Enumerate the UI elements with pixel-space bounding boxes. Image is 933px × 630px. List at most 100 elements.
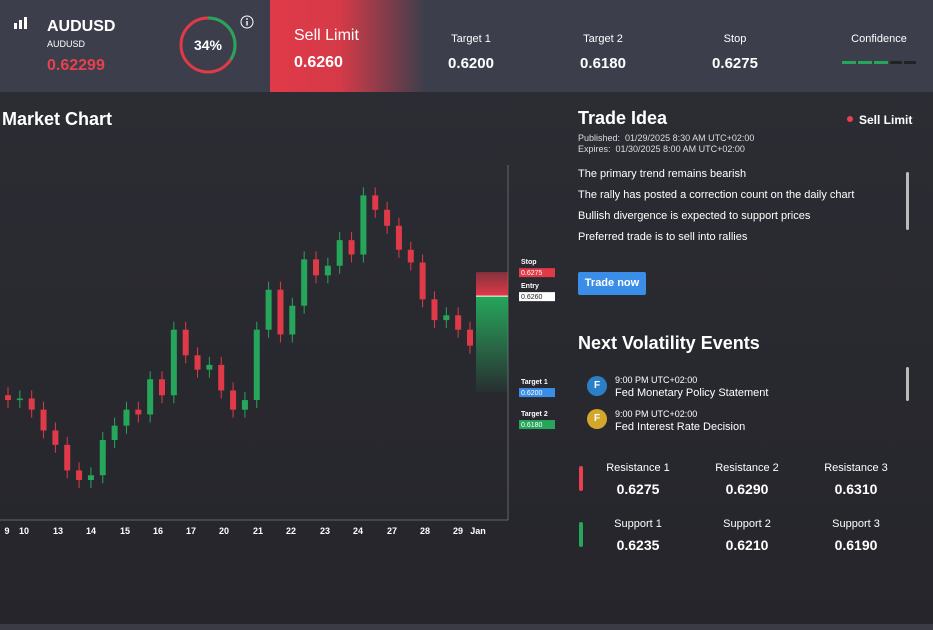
- market-chart: 9 10 13 14 15 16 17 20 21 22 23 24 27 28 29 Jan Stop 0.62…: [0, 165, 555, 536]
- candle-body: [159, 379, 165, 396]
- x-tick-label: 21: [253, 526, 263, 536]
- badge-dot: [847, 116, 853, 122]
- level-value: 0.6210: [725, 537, 769, 553]
- candle-body: [372, 195, 379, 210]
- candle-body: [206, 364, 213, 370]
- level-name: Target 2: [521, 411, 548, 418]
- x-tick-label: 9: [4, 526, 9, 536]
- chart-title: Market Chart: [2, 109, 113, 129]
- event-time: 9:00 PM UTC+02:00: [615, 409, 698, 419]
- candle-body: [99, 440, 106, 476]
- resistance-bar: [579, 466, 583, 491]
- candle-body: [455, 315, 462, 330]
- x-tick-label: 10: [19, 526, 29, 536]
- scrollbar[interactable]: [906, 172, 909, 230]
- gauge: 34%: [179, 16, 237, 74]
- x-tick-label: 20: [219, 526, 229, 536]
- x-tick-label: Jan: [470, 526, 486, 536]
- entry: 0.6260: [294, 54, 343, 71]
- order-highlight: [270, 0, 425, 92]
- info-icon[interactable]: [240, 15, 254, 29]
- candle-body: [5, 395, 11, 401]
- candle-body: [135, 409, 142, 415]
- event-time: 9:00 PM UTC+02:00: [615, 375, 698, 385]
- point: Preferred trade is to sell into rallies: [578, 231, 748, 243]
- level-label: Resistance 3: [824, 462, 888, 474]
- level-value: 0.6275: [521, 270, 543, 277]
- x-tick-label: 27: [387, 526, 397, 536]
- candle-body: [241, 400, 248, 410]
- candle-body: [384, 209, 391, 226]
- level-value: 0.6275: [616, 481, 660, 497]
- price: 0.62299: [47, 57, 105, 74]
- x-tick-label: 17: [186, 526, 196, 536]
- level-box: [519, 268, 555, 278]
- candle-body: [277, 289, 284, 335]
- volatility-title: Next Volatility Events: [578, 333, 760, 353]
- level-label: Support 2: [723, 518, 771, 530]
- candle-body: [289, 305, 296, 335]
- event-name: Fed Interest Rate Decision: [615, 421, 746, 431]
- candle-body: [64, 444, 71, 471]
- x-tick-label: 13: [53, 526, 63, 536]
- col-value: 0.6200: [448, 55, 494, 72]
- point: The primary trend remains bearish: [578, 168, 747, 180]
- level-label: Support 3: [832, 518, 880, 530]
- chart-icon: [14, 17, 27, 29]
- scrollbar[interactable]: [906, 367, 909, 401]
- level-box: [519, 388, 555, 398]
- stop-zone: [476, 272, 508, 297]
- candle-body: [16, 398, 23, 401]
- candle-body: [230, 390, 237, 410]
- header-bar: [0, 0, 933, 92]
- candle-body: [76, 470, 83, 481]
- trade-button[interactable]: Trade now: [578, 272, 646, 295]
- candle-body: [170, 329, 177, 396]
- support-bar: [579, 522, 583, 547]
- candle-body: [419, 262, 426, 300]
- level-value: 0.6190: [834, 537, 878, 553]
- col-value: 0.6275: [712, 55, 758, 72]
- x-tick-label: 29: [453, 526, 463, 536]
- candle-body: [467, 329, 473, 346]
- x-tick-label: 14: [86, 526, 96, 536]
- x-tick-label: 24: [353, 526, 363, 536]
- candle-body: [407, 249, 414, 263]
- candle-body: [253, 329, 260, 401]
- footer-strip: [0, 624, 933, 630]
- event-clip: F 9:00 PM UTC+02:00 Fed Interest Rate De…: [580, 405, 900, 431]
- level-label: Support 1: [614, 518, 662, 530]
- gauge-arc: [179, 16, 237, 74]
- level-name: Target 1: [521, 379, 548, 386]
- col-label: Confidence: [851, 33, 907, 45]
- col-value: 0.6180: [580, 55, 626, 72]
- candle-body: [218, 364, 225, 391]
- col-label: Target 2: [583, 33, 623, 45]
- level-value: 0.6180: [521, 422, 543, 429]
- symbol-sub: AUDUSD: [47, 39, 86, 49]
- level-name: Stop: [521, 259, 537, 266]
- target-zone: [476, 296, 508, 393]
- x-tick-label: 28: [420, 526, 430, 536]
- level-value: 0.6200: [521, 390, 543, 397]
- level-box: [519, 420, 555, 430]
- candle-body: [147, 379, 154, 415]
- col-label: Stop: [723, 33, 747, 45]
- level-value: 0.6260: [521, 294, 543, 301]
- col-label: Target 1: [451, 33, 491, 45]
- candle-body: [336, 240, 343, 266]
- x-tick-label: 23: [320, 526, 330, 536]
- candle-body: [194, 355, 201, 370]
- order-type: Sell Limit: [294, 27, 359, 44]
- level-name: Entry: [521, 283, 539, 290]
- published: Published: 01/29/2025 8:30 AM UTC+02:00: [578, 133, 755, 143]
- level-box: [519, 292, 555, 302]
- candle-body: [324, 265, 331, 276]
- event-icon: F: [587, 409, 607, 429]
- point: Bullish divergence is expected to suppor…: [578, 210, 811, 222]
- level-label: Resistance 2: [715, 462, 779, 474]
- symbol: AUDUSD: [47, 18, 116, 35]
- gauge-label: 34%: [194, 37, 223, 53]
- candle-body: [431, 299, 438, 321]
- candle-body: [111, 425, 118, 441]
